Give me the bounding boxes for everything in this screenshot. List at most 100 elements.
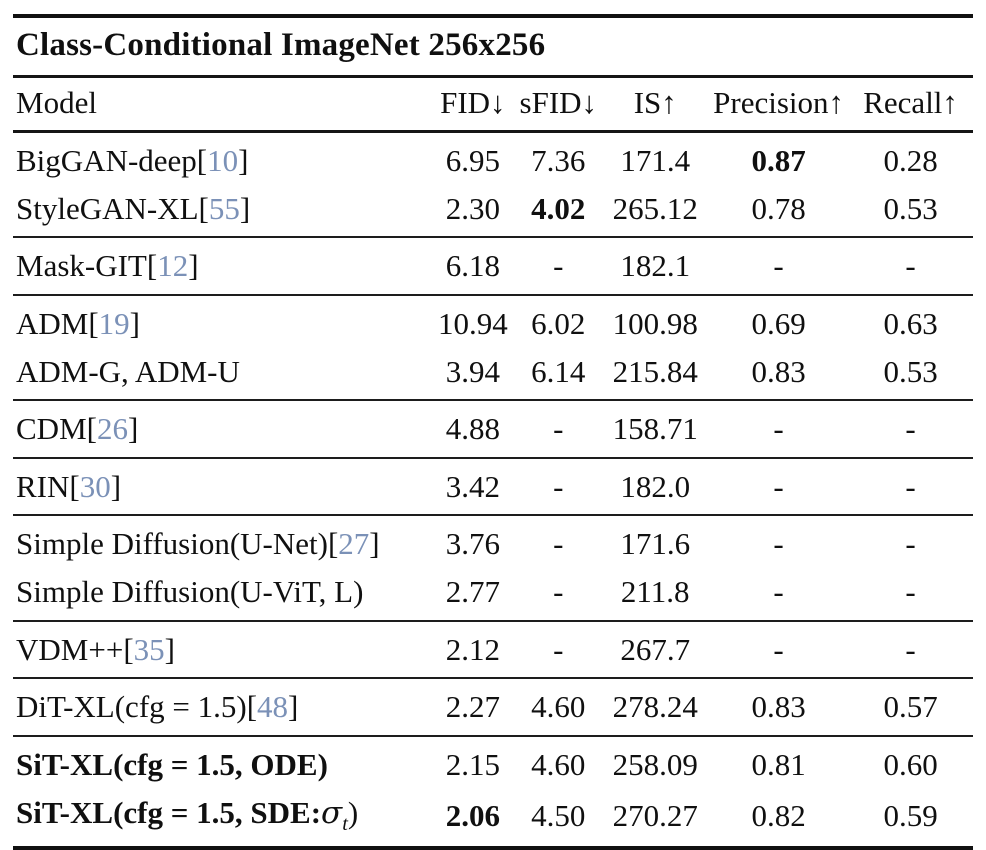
sfid-cell: 7.36	[531, 143, 586, 178]
row-group-vdm: VDM++[35] 2.12 - 267.7 - -	[13, 620, 973, 679]
citation-link[interactable]: 27	[338, 526, 370, 562]
fid-cell: 2.77	[445, 574, 500, 610]
model-cell: VDM++[35]	[13, 621, 431, 679]
model-cell: BigGAN-deep[10]	[13, 132, 431, 185]
model-cell: RIN[30]	[13, 458, 431, 516]
cite-bracket: [	[246, 689, 258, 725]
cite-bracket: [	[86, 411, 97, 447]
fid-cell: 6.18	[445, 248, 500, 284]
cite-bracket: ]	[238, 143, 249, 178]
cite-bracket: ]	[127, 411, 139, 447]
is-cell: 171.6	[620, 526, 691, 562]
precision-cell: -	[773, 411, 784, 447]
recall-cell: -	[905, 526, 916, 562]
citation-link[interactable]: 26	[96, 411, 128, 447]
precision-cell: 0.78	[751, 190, 806, 226]
model-name: Simple Diffusion(U-Net)	[16, 526, 328, 562]
recall-cell: -	[905, 631, 916, 667]
is-cell: 211.8	[620, 574, 690, 610]
is-cell: 171.4	[620, 143, 691, 178]
citation-link[interactable]: 12	[157, 248, 189, 284]
recall-cell: 0.63	[883, 305, 938, 341]
sfid-cell: -	[553, 468, 564, 504]
model-name: Mask-GIT	[16, 248, 147, 284]
precision-cell: 0.81	[751, 747, 806, 783]
model-cell: ADM[19]	[13, 295, 431, 348]
sfid-cell: 4.50	[531, 797, 586, 833]
cite-bracket: [	[196, 143, 208, 178]
citation-link[interactable]: 10	[207, 143, 239, 178]
model-cell: ADM-G, ADM-U	[13, 348, 431, 401]
row-group-simple-diffusion: Simple Diffusion(U-Net)[27] 3.76 - 171.6…	[13, 515, 973, 620]
row-group-rin: RIN[30] 3.42 - 182.0 - -	[13, 457, 973, 516]
citation-link[interactable]: 19	[98, 305, 130, 341]
is-cell: 215.84	[612, 353, 698, 389]
recall-cell: 0.28	[883, 143, 938, 178]
is-cell: 265.12	[612, 190, 698, 226]
sfid-cell: 4.60	[531, 747, 586, 783]
fid-cell: 3.94	[445, 353, 500, 389]
model-cell: Simple Diffusion(U-ViT, L)	[13, 568, 431, 621]
sfid-cell: 4.60	[531, 689, 586, 725]
table-row: BigGAN-deep[10] 6.95 7.36 171.4 0.87 0.2…	[13, 132, 973, 185]
table-row: DiT-XL(cfg = 1.5)[48] 2.27 4.60 278.24 0…	[13, 678, 973, 736]
cite-bracket: ]	[239, 190, 251, 226]
model-name: ADM	[16, 305, 89, 341]
is-cell: 182.1	[620, 248, 691, 284]
col-header-precision: Precision↑	[708, 76, 849, 133]
fid-cell: 4.88	[445, 411, 500, 447]
col-header-fid: FID↓	[430, 76, 516, 133]
model-cell: DiT-XL(cfg = 1.5)[48]	[13, 678, 431, 736]
table-row: ADM[19] 10.94 6.02 100.98 0.69 0.63	[13, 295, 973, 348]
sfid-cell: -	[553, 411, 564, 447]
is-cell: 182.0	[620, 468, 691, 504]
citation-link[interactable]: 30	[79, 468, 111, 504]
row-group-sit: SiT-XL(cfg = 1.5, ODE) 2.15 4.60 258.09 …	[13, 736, 973, 848]
table-row: RIN[30] 3.42 - 182.0 - -	[13, 458, 973, 516]
model-name: VDM++	[16, 631, 124, 667]
col-header-recall: Recall↑	[848, 76, 973, 133]
model-name: RIN	[16, 468, 70, 504]
table-row: SiT-XL(cfg = 1.5, ODE) 2.15 4.60 258.09 …	[13, 736, 973, 789]
precision-cell: -	[773, 248, 784, 284]
citation-link[interactable]: 55	[208, 190, 240, 226]
col-header-model: Model	[13, 76, 431, 133]
table-title-row: Class-Conditional ImageNet 256x256	[13, 16, 973, 78]
table-row: StyleGAN-XL[55] 2.30 4.02 265.12 0.78 0.…	[13, 185, 973, 238]
table-header-row: Model FID↓ sFID↓ IS↑ Precision↑ Recall↑	[13, 76, 973, 133]
model-name: SiT-XL(cfg = 1.5, SDE:	[16, 794, 322, 830]
table-row: Mask-GIT[12] 6.18 - 182.1 - -	[13, 237, 973, 295]
model-cell: SiT-XL(cfg = 1.5, ODE)	[13, 736, 431, 789]
is-cell: 270.27	[612, 797, 698, 833]
col-header-sfid: sFID↓	[515, 76, 602, 133]
fid-cell: 2.12	[445, 631, 500, 667]
is-cell: 278.24	[612, 689, 698, 725]
cite-bracket: [	[123, 631, 134, 667]
model-name-end: )	[347, 794, 359, 830]
model-name: ADM-G, ADM-U	[16, 353, 240, 389]
citation-link[interactable]: 48	[257, 689, 289, 725]
sfid-cell: -	[553, 631, 564, 667]
sigma-symbol: σ	[321, 794, 343, 831]
precision-cell: 0.83	[751, 689, 806, 725]
recall-cell: 0.59	[883, 797, 938, 833]
model-cell: StyleGAN-XL[55]	[13, 185, 431, 238]
model-name: DiT-XL(cfg = 1.5)	[16, 689, 247, 725]
sfid-cell: -	[553, 526, 564, 562]
table-row: VDM++[35] 2.12 - 267.7 - -	[13, 621, 973, 679]
fid-cell: 10.94	[437, 305, 508, 341]
recall-cell: -	[905, 468, 916, 504]
cite-bracket: [	[88, 305, 99, 341]
precision-cell: -	[773, 526, 784, 562]
citation-link[interactable]: 35	[133, 631, 165, 667]
precision-cell: 0.69	[751, 305, 806, 341]
model-cell: Simple Diffusion(U-Net)[27]	[13, 515, 431, 568]
recall-cell: 0.53	[883, 190, 938, 226]
recall-cell: 0.60	[883, 747, 938, 783]
table-row: SiT-XL(cfg = 1.5, SDE:σt) 2.06 4.50 270.…	[13, 789, 973, 849]
precision-cell: -	[773, 631, 784, 667]
cite-bracket: ]	[110, 468, 122, 504]
cite-bracket: [	[327, 526, 339, 562]
precision-cell: 0.83	[751, 353, 806, 389]
recall-cell: 0.53	[883, 353, 938, 389]
